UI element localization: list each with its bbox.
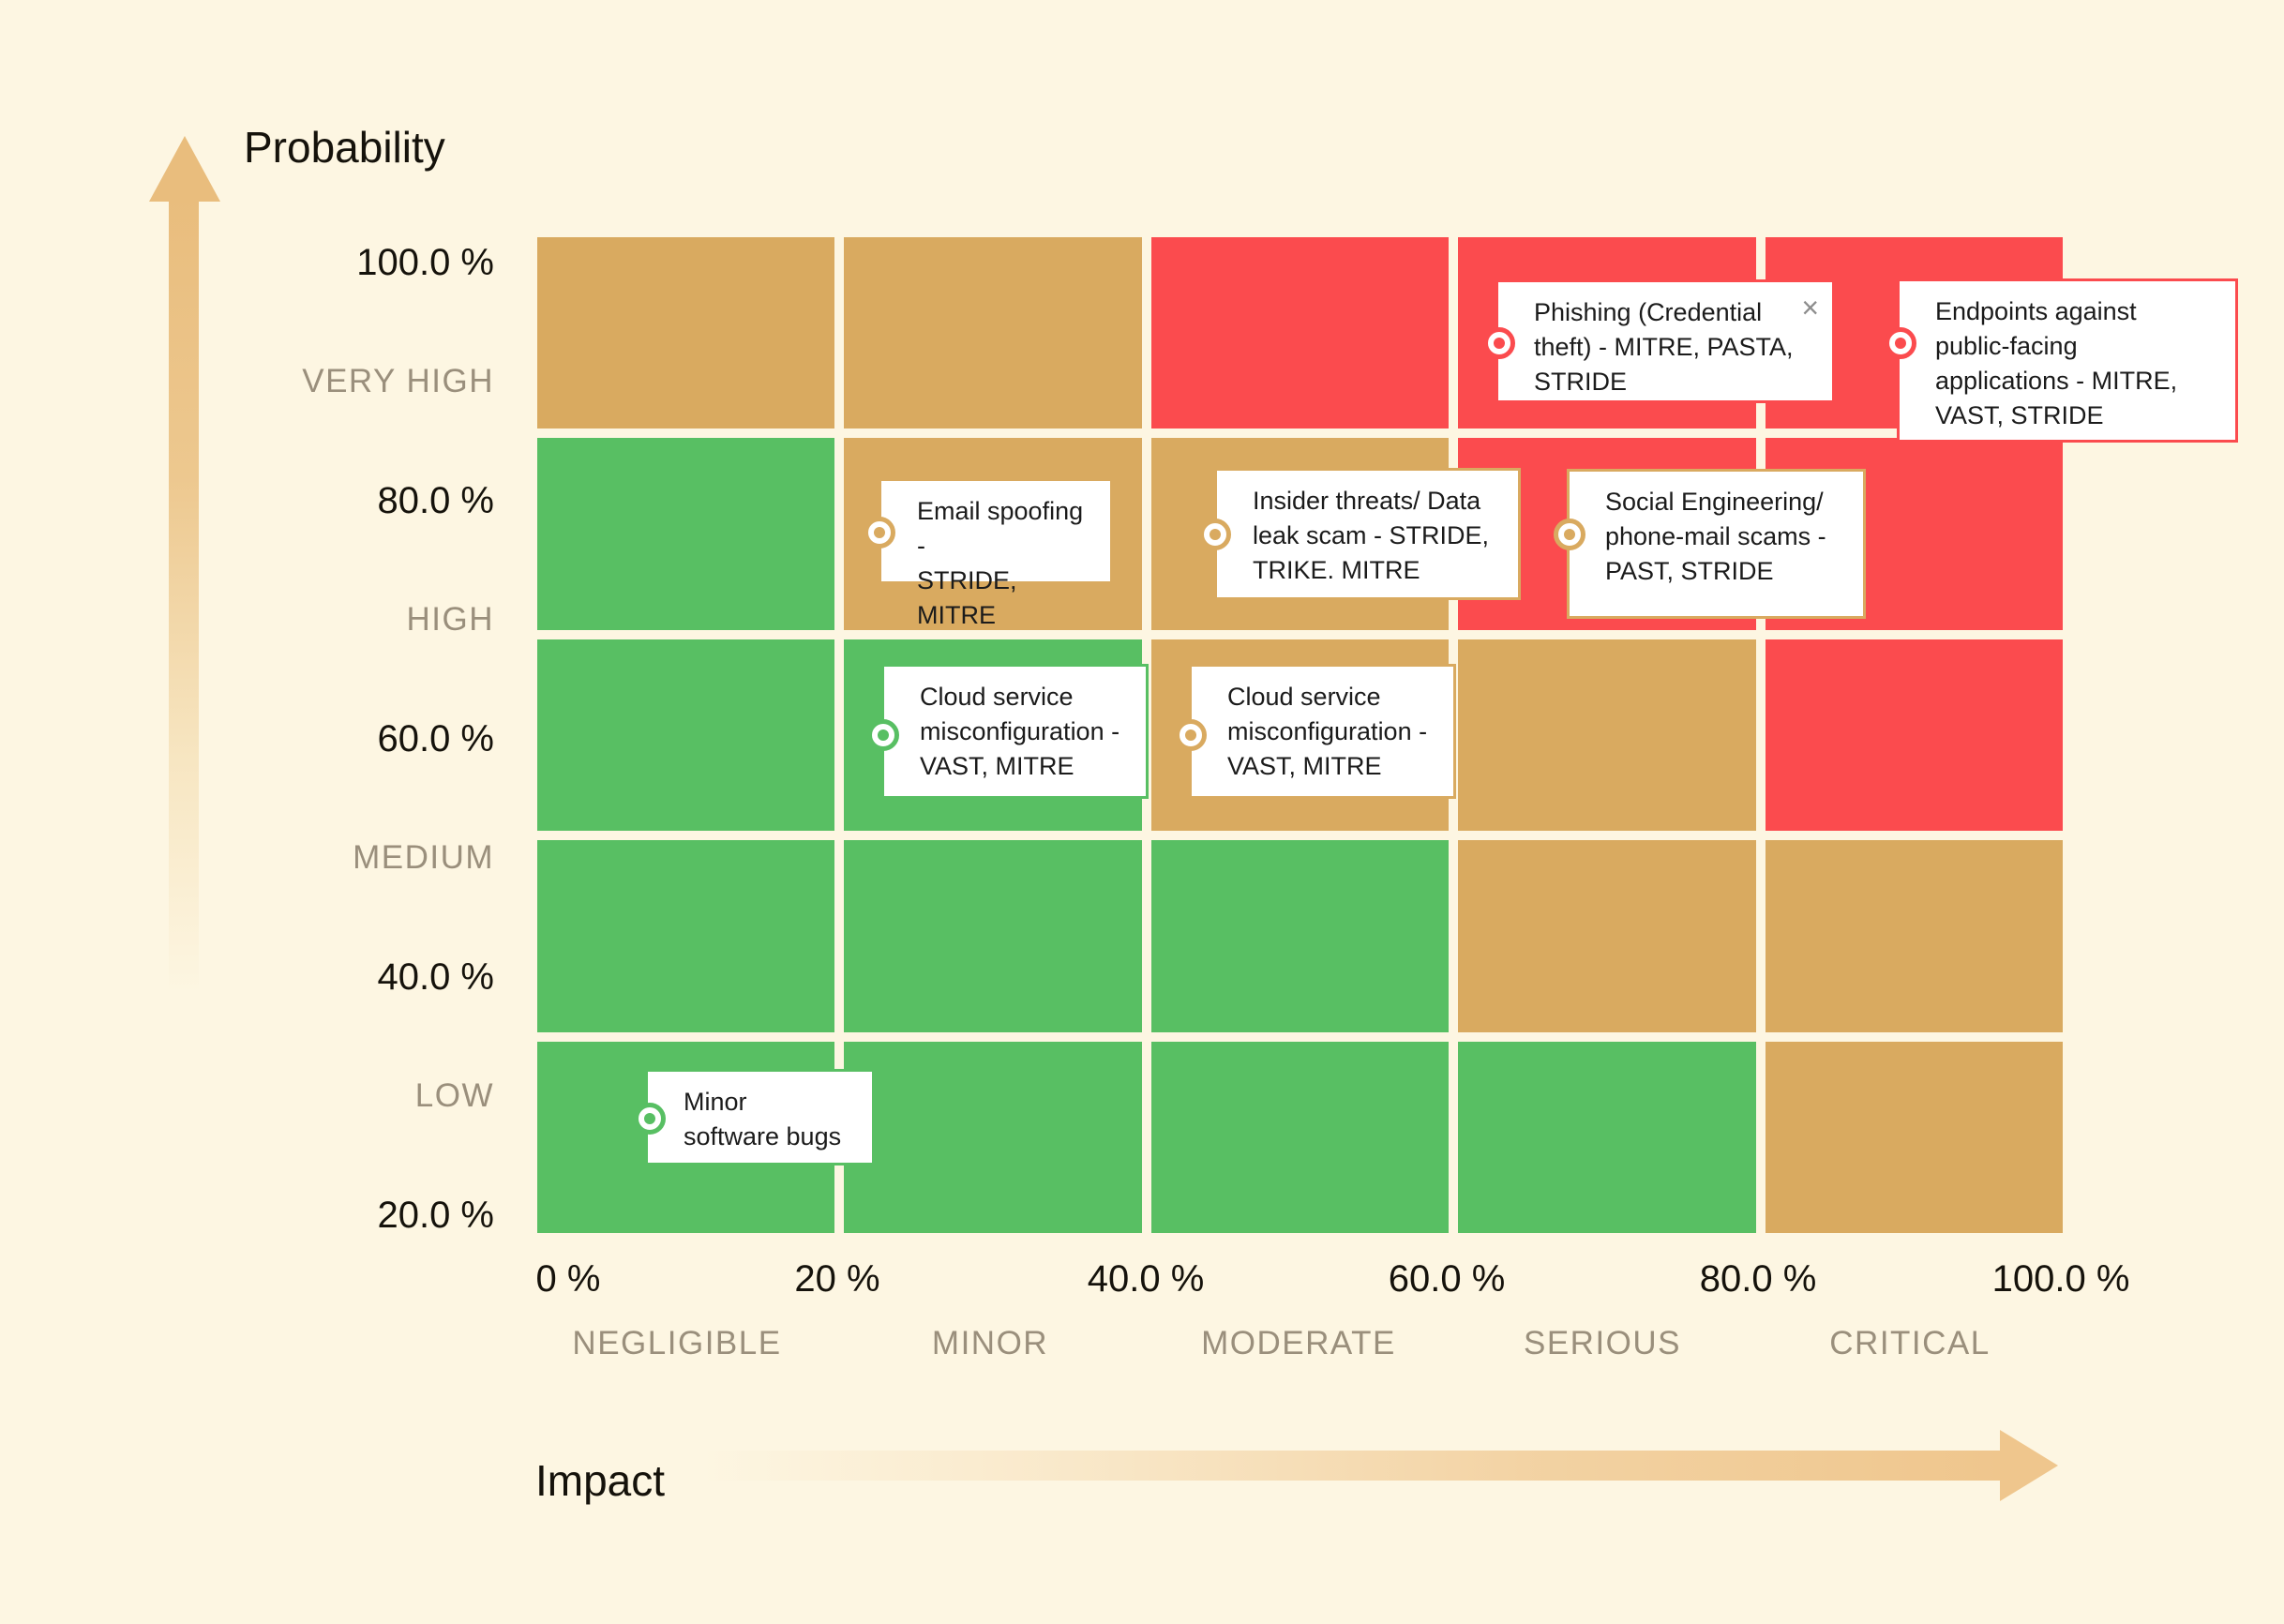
threat-label: Phishing (Credential theft) - MITRE, PAS…: [1534, 298, 1794, 396]
probability-axis-arrow-shaft: [169, 199, 199, 994]
matrix-cell-low: [537, 438, 835, 630]
threat-tooltip[interactable]: Email spoofing - STRIDE, MITRE: [864, 478, 1113, 629]
threat-label: Cloud service misconfiguration - VAST, M…: [1227, 683, 1428, 780]
x-axis-category-label: MODERATE: [1201, 1325, 1396, 1361]
threat-tooltip[interactable]: Cloud service misconfiguration - VAST, M…: [867, 664, 1149, 799]
matrix-cell-high: [1765, 639, 2063, 832]
threat-tooltip[interactable]: Minor software bugs: [634, 1069, 875, 1165]
threat-tooltip[interactable]: Endpoints against public-facing applicat…: [1885, 278, 2238, 443]
threat-marker-icon[interactable]: [867, 719, 899, 751]
threat-marker-dot: [1895, 338, 1906, 349]
impact-axis-arrow-right-icon: [2000, 1430, 2058, 1501]
threat-marker-dot: [1210, 529, 1221, 540]
threat-marker-icon[interactable]: [1483, 327, 1515, 359]
threat-label: Endpoints against public-facing applicat…: [1935, 297, 2178, 429]
x-axis-tick-label: 0 %: [535, 1258, 601, 1300]
threat-marker-dot: [1494, 338, 1505, 349]
close-icon[interactable]: ×: [1801, 291, 1819, 324]
y-axis-category-label: HIGH: [406, 601, 494, 638]
threat-marker-dot: [1185, 729, 1196, 741]
y-axis-tick-label: 100.0 %: [356, 242, 494, 283]
y-axis-tick-label: 80.0 %: [377, 480, 494, 521]
threat-label: Minor software bugs: [684, 1088, 842, 1150]
x-axis-category-label: MINOR: [931, 1325, 1049, 1361]
x-axis-tick-label: 40.0 %: [1087, 1258, 1205, 1300]
probability-axis-arrow-up-icon: [149, 136, 220, 202]
matrix-cell-low: [844, 1041, 1142, 1233]
threat-marker-icon[interactable]: [1175, 719, 1207, 751]
matrix-cell-low: [537, 639, 835, 832]
x-axis-title: Impact: [535, 1456, 666, 1505]
y-axis-tick-label: 20.0 %: [377, 1195, 494, 1236]
x-axis-tick-label: 20 %: [794, 1258, 880, 1300]
matrix-cell-low: [1150, 1041, 1450, 1233]
matrix-cell-medium: [1765, 1041, 2063, 1233]
y-axis-title: Probability: [244, 123, 445, 172]
threat-tooltip[interactable]: Cloud service misconfiguration - VAST, M…: [1175, 664, 1456, 799]
x-axis-category-label: SERIOUS: [1523, 1325, 1682, 1361]
x-axis-category-label: CRITICAL: [1829, 1325, 1991, 1361]
threat-marker-icon[interactable]: [1554, 519, 1585, 550]
matrix-cell-low: [1150, 840, 1450, 1032]
matrix-cell-medium: [1765, 840, 2063, 1032]
threat-marker-icon[interactable]: [1885, 327, 1916, 359]
y-axis-tick-label: 60.0 %: [377, 718, 494, 759]
threat-label: Email spoofing - STRIDE, MITRE: [917, 497, 1084, 629]
matrix-cell-medium: [537, 237, 835, 429]
y-axis-tick-label: 40.0 %: [377, 956, 494, 998]
x-axis-tick-label: 80.0 %: [1699, 1258, 1817, 1300]
x-axis-tick-label: 60.0 %: [1388, 1258, 1506, 1300]
threat-marker-dot: [874, 527, 885, 538]
matrix-cell-low: [537, 840, 835, 1032]
threat-label: Social Engineering/ phone-mail scams - P…: [1605, 488, 1826, 585]
matrix-cell-medium: [1458, 639, 1756, 832]
threat-marker-icon[interactable]: [1199, 519, 1231, 550]
y-axis-category-label: LOW: [414, 1077, 494, 1114]
impact-axis-arrow-shaft: [699, 1451, 2000, 1481]
threat-marker-dot: [644, 1113, 655, 1124]
matrix-cell-medium: [1458, 840, 1756, 1032]
threat-label: Insider threats/ Data leak scam - STRIDE…: [1253, 487, 1490, 584]
threat-tooltip[interactable]: Phishing (Credential theft) - MITRE, PAS…: [1483, 279, 1835, 403]
y-axis-category-label: VERY HIGH: [302, 363, 494, 399]
y-axis-category-label: MEDIUM: [353, 839, 494, 876]
threat-marker-icon[interactable]: [864, 517, 895, 549]
matrix-cell-low: [844, 840, 1142, 1032]
x-axis-tick-label: 100.0 %: [1991, 1258, 2130, 1300]
x-axis-category-label: NEGLIGIBLE: [572, 1325, 782, 1361]
threat-label: Cloud service misconfiguration - VAST, M…: [920, 683, 1120, 780]
matrix-cell-medium: [844, 237, 1142, 429]
threat-tooltip[interactable]: Insider threats/ Data leak scam - STRIDE…: [1199, 468, 1521, 600]
matrix-cell-low: [1458, 1041, 1756, 1233]
threat-marker-dot: [878, 729, 889, 741]
matrix-cell-high: [1150, 237, 1450, 429]
threat-tooltip[interactable]: Social Engineering/ phone-mail scams - P…: [1554, 469, 1866, 619]
threat-marker-dot: [1564, 529, 1575, 540]
threat-marker-icon[interactable]: [634, 1103, 666, 1135]
